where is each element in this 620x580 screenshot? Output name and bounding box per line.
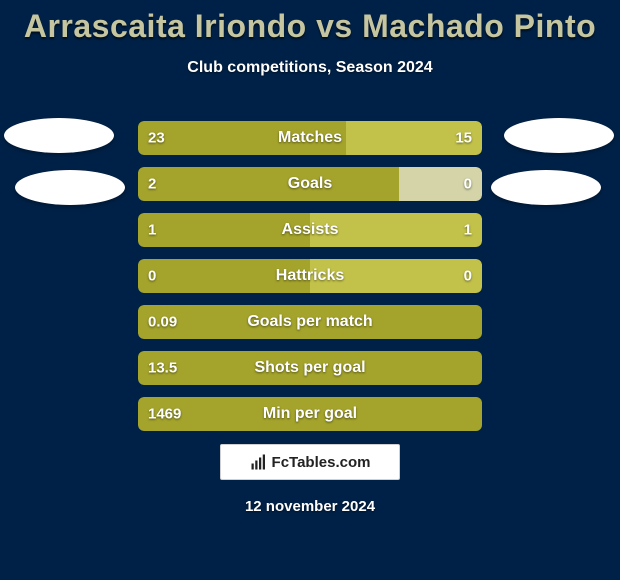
stat-value-left: 13.5 [148,360,177,377]
stat-row: 1 Assists 1 [138,213,482,247]
team-avatar-right [491,170,601,205]
player-avatar-left [4,118,114,153]
stat-value-right: 1 [464,222,472,239]
source-logo: FcTables.com [220,444,400,480]
stat-bar-left [138,167,399,201]
stat-value-right: 0 [464,268,472,285]
page-title: Arrascaita Iriondo vs Machado Pinto [0,8,620,45]
stat-label: Goals per match [247,313,372,331]
stat-row: 0 Hattricks 0 [138,259,482,293]
stat-row: 13.5 Shots per goal [138,351,482,385]
stat-row: 2 Goals 0 [138,167,482,201]
comparison-card: Arrascaita Iriondo vs Machado Pinto Club… [0,0,620,580]
player-avatar-right [504,118,614,153]
logo-text: FcTables.com [272,454,371,471]
stat-value-left: 0.09 [148,314,177,331]
stat-label: Assists [282,221,339,239]
stat-value-right: 0 [464,176,472,193]
stat-value-left: 23 [148,130,165,147]
bar-chart-icon [250,453,268,471]
stat-value-left: 0 [148,268,156,285]
subtitle: Club competitions, Season 2024 [0,59,620,77]
stat-row: 0.09 Goals per match [138,305,482,339]
stat-value-left: 1 [148,222,156,239]
stat-value-left: 2 [148,176,156,193]
stat-row: 1469 Min per goal [138,397,482,431]
stat-label: Shots per goal [254,359,365,377]
stat-value-left: 1469 [148,406,181,423]
stat-bars: 23 Matches 15 2 Goals 0 1 Assists 1 0 Hattricks 0 0.… [138,121,482,443]
team-avatar-left [15,170,125,205]
stat-label: Min per goal [263,405,357,423]
stat-label: Hattricks [276,267,344,285]
date-label: 12 november 2024 [0,498,620,515]
stat-row: 23 Matches 15 [138,121,482,155]
stat-value-right: 15 [455,130,472,147]
stat-label: Goals [288,175,332,193]
stat-label: Matches [278,129,342,147]
